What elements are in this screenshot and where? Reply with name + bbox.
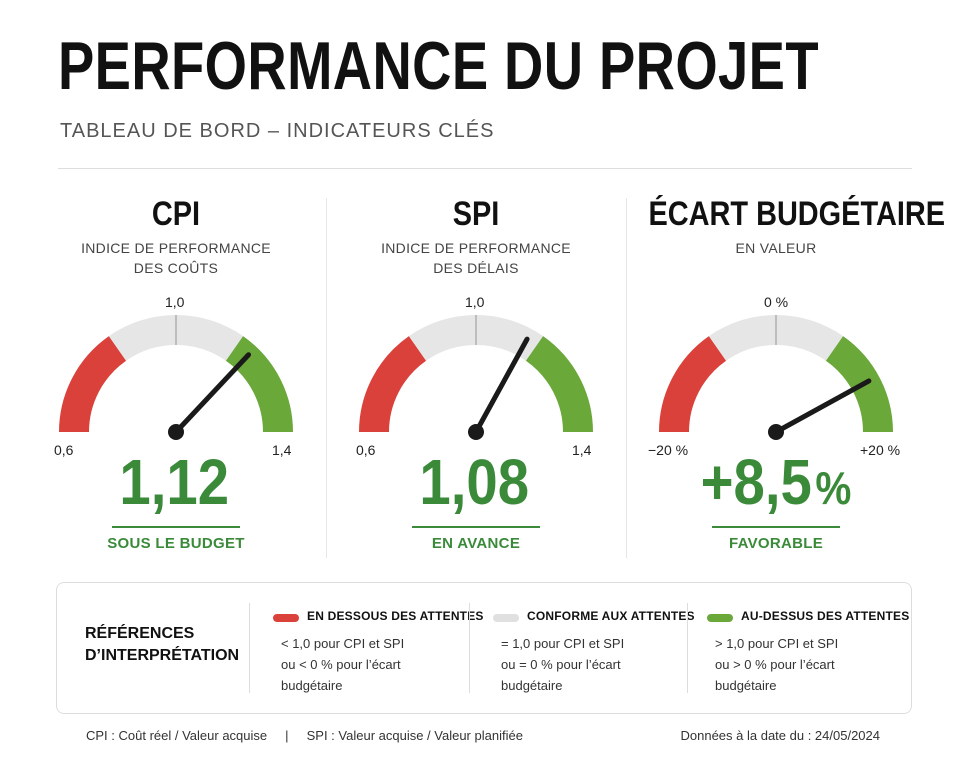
- legend-swatch-red: [273, 614, 299, 622]
- legend-panel: RÉFÉRENCES D’INTERPRÉTATION EN DESSOUS D…: [56, 582, 912, 714]
- kpi-status: SOUS LE BUDGET: [107, 535, 245, 552]
- gauge-ecart: [626, 286, 926, 461]
- gauge-min-label: 0,6: [54, 442, 74, 458]
- footer-date: Données à la date du : 24/05/2024: [680, 728, 881, 743]
- kpi-title: SPI: [452, 195, 500, 233]
- gauge-spi: [326, 286, 626, 461]
- gauge-svg: [659, 315, 893, 440]
- gauge-needle: [773, 378, 872, 435]
- legend-title: RÉFÉRENCES D’INTERPRÉTATION: [85, 625, 240, 664]
- panel-divider: [626, 198, 627, 558]
- gauge-segment-above: [525, 336, 593, 433]
- header-divider: [58, 168, 912, 169]
- gauge-segment-above: [225, 336, 293, 433]
- gauge-hub: [168, 424, 184, 440]
- gauge-needle: [473, 336, 530, 435]
- kpi-title: CPI: [151, 195, 201, 233]
- kpi-value-unit: %: [815, 462, 852, 514]
- legend-divider: [249, 603, 250, 693]
- gauge-segment-below: [659, 336, 727, 433]
- kpi-underline: [712, 526, 840, 528]
- legend-item-label: AU-DESSUS DES ATTENTES: [741, 609, 910, 623]
- gauge-mid-label: 1,0: [465, 294, 485, 310]
- legend-divider: [469, 603, 470, 693]
- gauge-svg: [359, 315, 593, 440]
- gauge-hub: [468, 424, 484, 440]
- gauge-segment-below: [359, 336, 427, 433]
- gauge-mid-label: 1,0: [165, 294, 185, 310]
- kpi-panel-cpi: CPI INDICE DE PERFORMANCE DES COÛTS 0,6 …: [26, 190, 326, 570]
- kpi-underline: [112, 526, 240, 528]
- kpi-description: INDICE DE PERFORMANCE DES DÉLAIS: [381, 240, 571, 276]
- kpi-underline: [412, 526, 540, 528]
- legend-swatch-green: [707, 614, 733, 622]
- kpi-value: 1,12: [44, 448, 308, 522]
- gauge-needle: [173, 352, 252, 435]
- kpi-status: EN AVANCE: [431, 535, 521, 552]
- kpi-value-number: 1,08: [419, 446, 530, 518]
- gauge-svg: [59, 315, 293, 440]
- kpi-title: ÉCART BUDGÉTAIRE: [648, 195, 946, 233]
- kpi-status: FAVORABLE: [728, 535, 824, 552]
- footer-formulas: CPI : Coût réel / Valeur acquise | SPI :…: [86, 728, 523, 743]
- gauge-segment-below: [59, 336, 127, 433]
- legend-swatch-gray: [493, 614, 519, 622]
- kpi-panel-ecart: ÉCART BUDGÉTAIRE EN VALEUR −20 % 0 % +20…: [626, 190, 946, 570]
- kpi-value: 1,08: [344, 448, 608, 522]
- gauge-max-label: 1,4: [272, 442, 292, 458]
- panel-divider: [326, 198, 327, 558]
- legend-divider: [687, 603, 688, 693]
- gauge-min-label: −20 %: [648, 442, 689, 458]
- legend-item-label: CONFORME AUX ATTENTES: [527, 609, 695, 623]
- legend-item-text: < 1,0 pour CPI et SPI ou < 0 % pour l’éc…: [281, 636, 405, 693]
- kpi-value: +8,5%: [644, 448, 908, 522]
- legend-item-text: > 1,0 pour CPI et SPI ou > 0 % pour l’éc…: [715, 636, 839, 693]
- kpi-description: EN VALEUR: [735, 240, 817, 256]
- gauge-min-label: 0,6: [356, 442, 376, 458]
- gauge-mid-label: 0 %: [764, 294, 789, 310]
- legend-item-text: = 1,0 pour CPI et SPI ou = 0 % pour l’éc…: [501, 636, 625, 693]
- gauge-cpi: [26, 286, 326, 461]
- kpi-value-number: 1,12: [119, 446, 230, 518]
- legend-item-label: EN DESSOUS DES ATTENTES: [307, 609, 484, 623]
- kpi-panel-spi: SPI INDICE DE PERFORMANCE DES DÉLAIS 0,6…: [326, 190, 626, 570]
- kpi-description: INDICE DE PERFORMANCE DES COÛTS: [81, 240, 271, 276]
- gauge-hub: [768, 424, 784, 440]
- gauge-max-label: 1,4: [572, 442, 592, 458]
- kpi-value-number: +8,5: [700, 446, 812, 518]
- gauge-max-label: +20 %: [860, 442, 901, 458]
- page-subtitle: TABLEAU DE BORD – INDICATEURS CLÉS: [60, 120, 495, 142]
- page-title: PERFORMANCE DU PROJET: [58, 28, 819, 104]
